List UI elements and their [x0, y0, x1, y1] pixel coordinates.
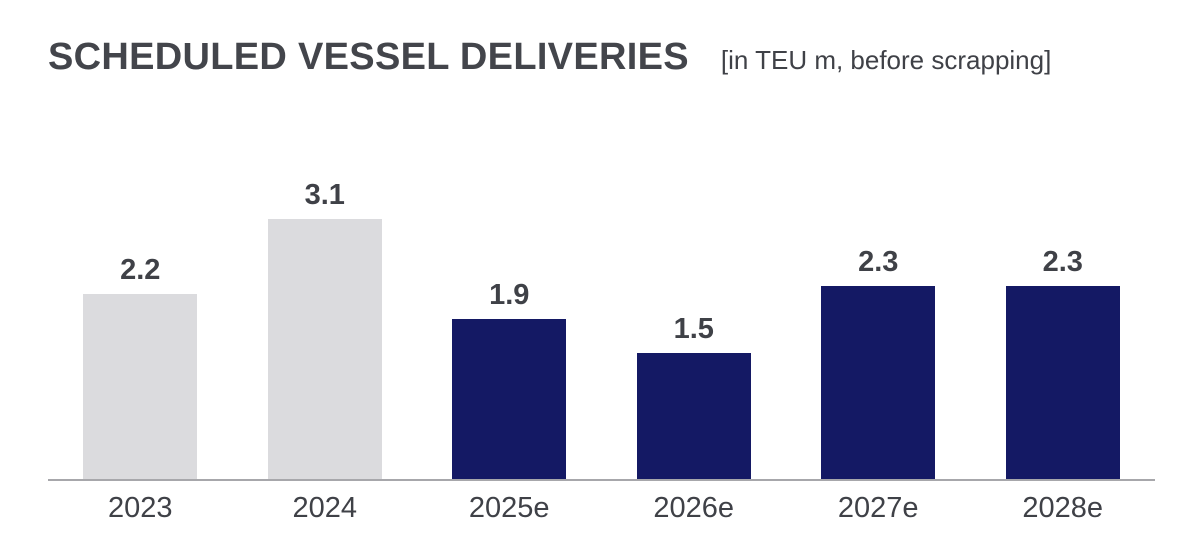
bar-value-label-2028e: 2.3: [1042, 245, 1083, 278]
chart-header: SCHEDULED VESSEL DELIVERIES [in TEU m, b…: [48, 36, 1172, 80]
bar-group-2026e: 1.5: [602, 179, 787, 479]
x-axis-label-2023: 2023: [107, 492, 173, 524]
bar-chart: 2.2 3.1 1.9 1.5 2.3 2.3 2023 2024 2025e 2026e 202…: [48, 179, 1155, 525]
bar-2024: [267, 218, 382, 479]
chart-title: SCHEDULED VESSEL DELIVERIES: [48, 36, 689, 78]
bar-group-2027e: 2.3: [786, 179, 971, 479]
bar-group-2028e: 2.3: [971, 179, 1156, 479]
bar-value-label-2026e: 1.5: [673, 313, 714, 345]
plot-area: 2.2 3.1 1.9 1.5 2.3 2.3: [48, 179, 1155, 481]
bar-2026e: [636, 353, 751, 479]
x-axis-label-2027e: 2027e: [837, 492, 919, 524]
bar-group-2025e: 1.9: [417, 179, 602, 479]
bar-value-label-2023: 2.2: [120, 254, 161, 287]
x-axis-label-2025e: 2025e: [468, 492, 550, 524]
bar-2027e: [821, 285, 936, 479]
bar-value-label-2027e: 2.3: [858, 245, 899, 278]
bar-group-2024: 3.1: [233, 179, 418, 479]
x-axis-label-2028e: 2028e: [1022, 492, 1104, 524]
x-axis-label-2024: 2024: [292, 492, 357, 524]
bar-group-2023: 2.2: [48, 179, 233, 479]
chart-subtitle: [in TEU m, before scrapping]: [720, 45, 1052, 75]
bar-2025e: [452, 319, 567, 479]
bar-2028e: [1005, 285, 1120, 479]
bar-value-label-2024: 3.1: [304, 178, 345, 211]
bar-value-label-2025e: 1.9: [489, 279, 530, 312]
x-axis: 2023 2024 2025e 2026e 2027e 2028e: [48, 481, 1155, 525]
bar-2023: [83, 294, 198, 479]
vessel-deliveries-slide: SCHEDULED VESSEL DELIVERIES [in TEU m, b…: [0, 36, 1202, 548]
x-axis-label-2026e: 2026e: [653, 492, 735, 524]
